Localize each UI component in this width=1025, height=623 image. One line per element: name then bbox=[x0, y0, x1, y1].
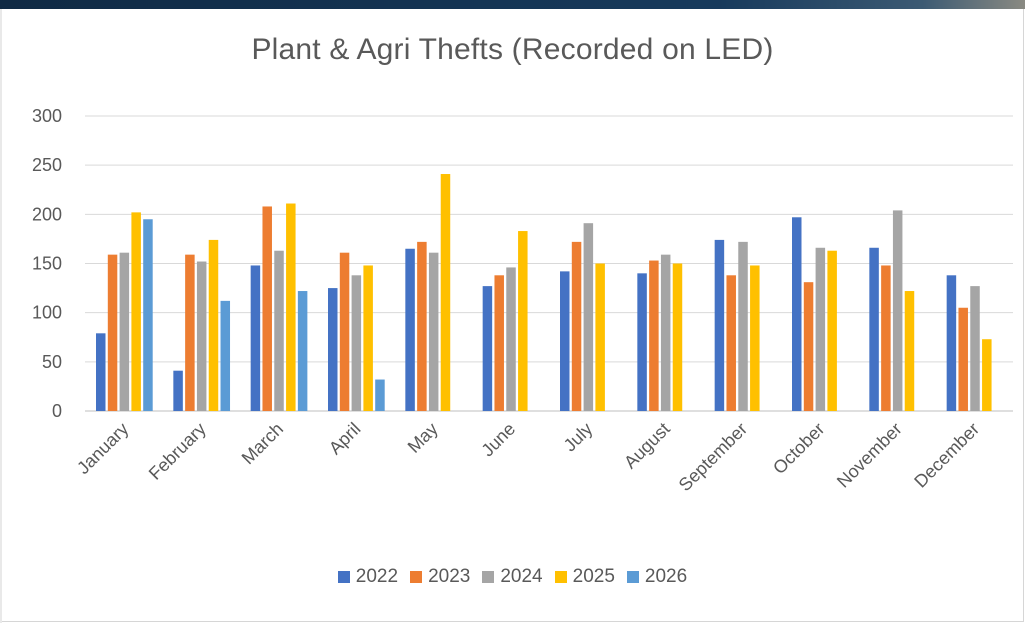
bar-2024-january bbox=[119, 252, 130, 411]
bar-2025-october bbox=[827, 250, 837, 411]
y-tick-label: 300 bbox=[32, 106, 62, 126]
bar-2024-may bbox=[428, 252, 439, 411]
bar-2024-february bbox=[196, 261, 207, 411]
y-tick-label: 250 bbox=[32, 155, 62, 175]
chart-title: Plant & Agri Thefts (Recorded on LED) bbox=[251, 33, 774, 66]
bar-2023-october bbox=[803, 282, 814, 411]
x-tick-label: March bbox=[238, 419, 288, 469]
bar-2023-may bbox=[417, 241, 427, 411]
bar-2024-october bbox=[815, 247, 826, 411]
x-tick-label: October bbox=[769, 419, 828, 478]
legend-label: 2026 bbox=[644, 566, 688, 587]
bar-2023-august bbox=[649, 260, 659, 411]
bar-2023-december bbox=[958, 307, 968, 411]
bar-2025-may bbox=[440, 174, 451, 411]
legend-item-2024: 2024 bbox=[482, 566, 543, 588]
bar-2026-april bbox=[375, 379, 385, 411]
bar-2022-august bbox=[637, 273, 647, 411]
y-tick-label: 200 bbox=[32, 204, 62, 224]
bar-2026-january bbox=[143, 219, 153, 411]
x-tick-label: September bbox=[675, 419, 751, 495]
legend-swatch bbox=[482, 571, 495, 583]
bar-2025-august bbox=[672, 263, 683, 411]
x-tick-label: August bbox=[620, 419, 674, 473]
bar-2024-december bbox=[970, 286, 980, 411]
bar-2022-february bbox=[173, 370, 183, 411]
legend-swatch bbox=[626, 571, 639, 583]
x-tick-label: June bbox=[477, 419, 519, 461]
bar-2022-march bbox=[250, 265, 261, 411]
legend-label: 2023 bbox=[428, 566, 471, 587]
legend-item-2023: 2023 bbox=[410, 566, 470, 588]
x-tick-label: July bbox=[560, 419, 597, 456]
y-tick-label: 150 bbox=[32, 254, 62, 274]
bar-2025-july bbox=[595, 263, 605, 411]
bar-2025-september bbox=[750, 265, 760, 411]
legend-swatch bbox=[410, 571, 423, 583]
bar-2024-november bbox=[892, 210, 903, 411]
bar-2025-april bbox=[363, 265, 373, 411]
legend-label: 2025 bbox=[572, 566, 615, 587]
y-tick-label: 50 bbox=[42, 352, 62, 372]
bar-2022-july bbox=[560, 271, 570, 411]
x-tick-label: January bbox=[73, 419, 132, 478]
bar-2024-april bbox=[351, 275, 362, 411]
legend-swatch bbox=[337, 571, 350, 583]
x-tick-label: May bbox=[404, 419, 442, 457]
x-tick-label: November bbox=[833, 419, 906, 492]
bar-2025-march bbox=[286, 203, 296, 411]
chart-legend: 2022 2023 2024 2025 2026 bbox=[0, 566, 1025, 588]
legend-item-2022: 2022 bbox=[337, 566, 399, 588]
bar-2024-august bbox=[660, 254, 671, 411]
legend-label: 2024 bbox=[500, 566, 543, 587]
bar-2024-july bbox=[583, 223, 594, 411]
x-tick-label: February bbox=[145, 419, 210, 484]
bar-2025-january bbox=[131, 212, 141, 411]
legend-item-2026: 2026 bbox=[626, 566, 688, 588]
bar-2026-march bbox=[297, 291, 308, 411]
bar-2024-june bbox=[506, 267, 516, 411]
chart-left-edge bbox=[0, 9, 2, 623]
bar-2022-june bbox=[482, 286, 493, 411]
bar-2024-september bbox=[738, 241, 748, 411]
bar-2023-january bbox=[107, 254, 118, 411]
bar-2023-july bbox=[571, 241, 582, 411]
x-tick-label: April bbox=[325, 419, 365, 459]
bar-2022-november bbox=[869, 247, 879, 411]
bar-2023-april bbox=[339, 252, 350, 411]
legend-label: 2022 bbox=[355, 566, 399, 587]
y-tick-label: 100 bbox=[32, 303, 62, 323]
bar-2025-november bbox=[904, 291, 915, 411]
bar-2025-february bbox=[208, 239, 219, 411]
bar-2023-september bbox=[726, 275, 736, 411]
legend-item-2025: 2025 bbox=[554, 566, 615, 588]
bar-2025-december bbox=[982, 339, 992, 411]
bar-2022-may bbox=[405, 248, 415, 411]
bar-2023-november bbox=[881, 265, 891, 411]
x-tick-label: December bbox=[910, 419, 983, 492]
bar-2022-april bbox=[328, 288, 338, 411]
y-tick-label: 0 bbox=[52, 401, 62, 421]
bar-2026-february bbox=[220, 300, 231, 411]
bar-2024-march bbox=[274, 250, 284, 411]
bar-2023-february bbox=[185, 254, 195, 411]
legend-swatch bbox=[554, 571, 567, 583]
bar-2025-june bbox=[518, 231, 528, 411]
bar-2023-june bbox=[494, 275, 504, 411]
bar-2022-october bbox=[792, 217, 802, 411]
bar-2023-march bbox=[262, 206, 272, 411]
window-top-strip bbox=[0, 0, 1025, 9]
bar-2022-december bbox=[946, 275, 957, 411]
bar-2022-september bbox=[714, 239, 725, 411]
bar-2022-january bbox=[96, 333, 106, 411]
